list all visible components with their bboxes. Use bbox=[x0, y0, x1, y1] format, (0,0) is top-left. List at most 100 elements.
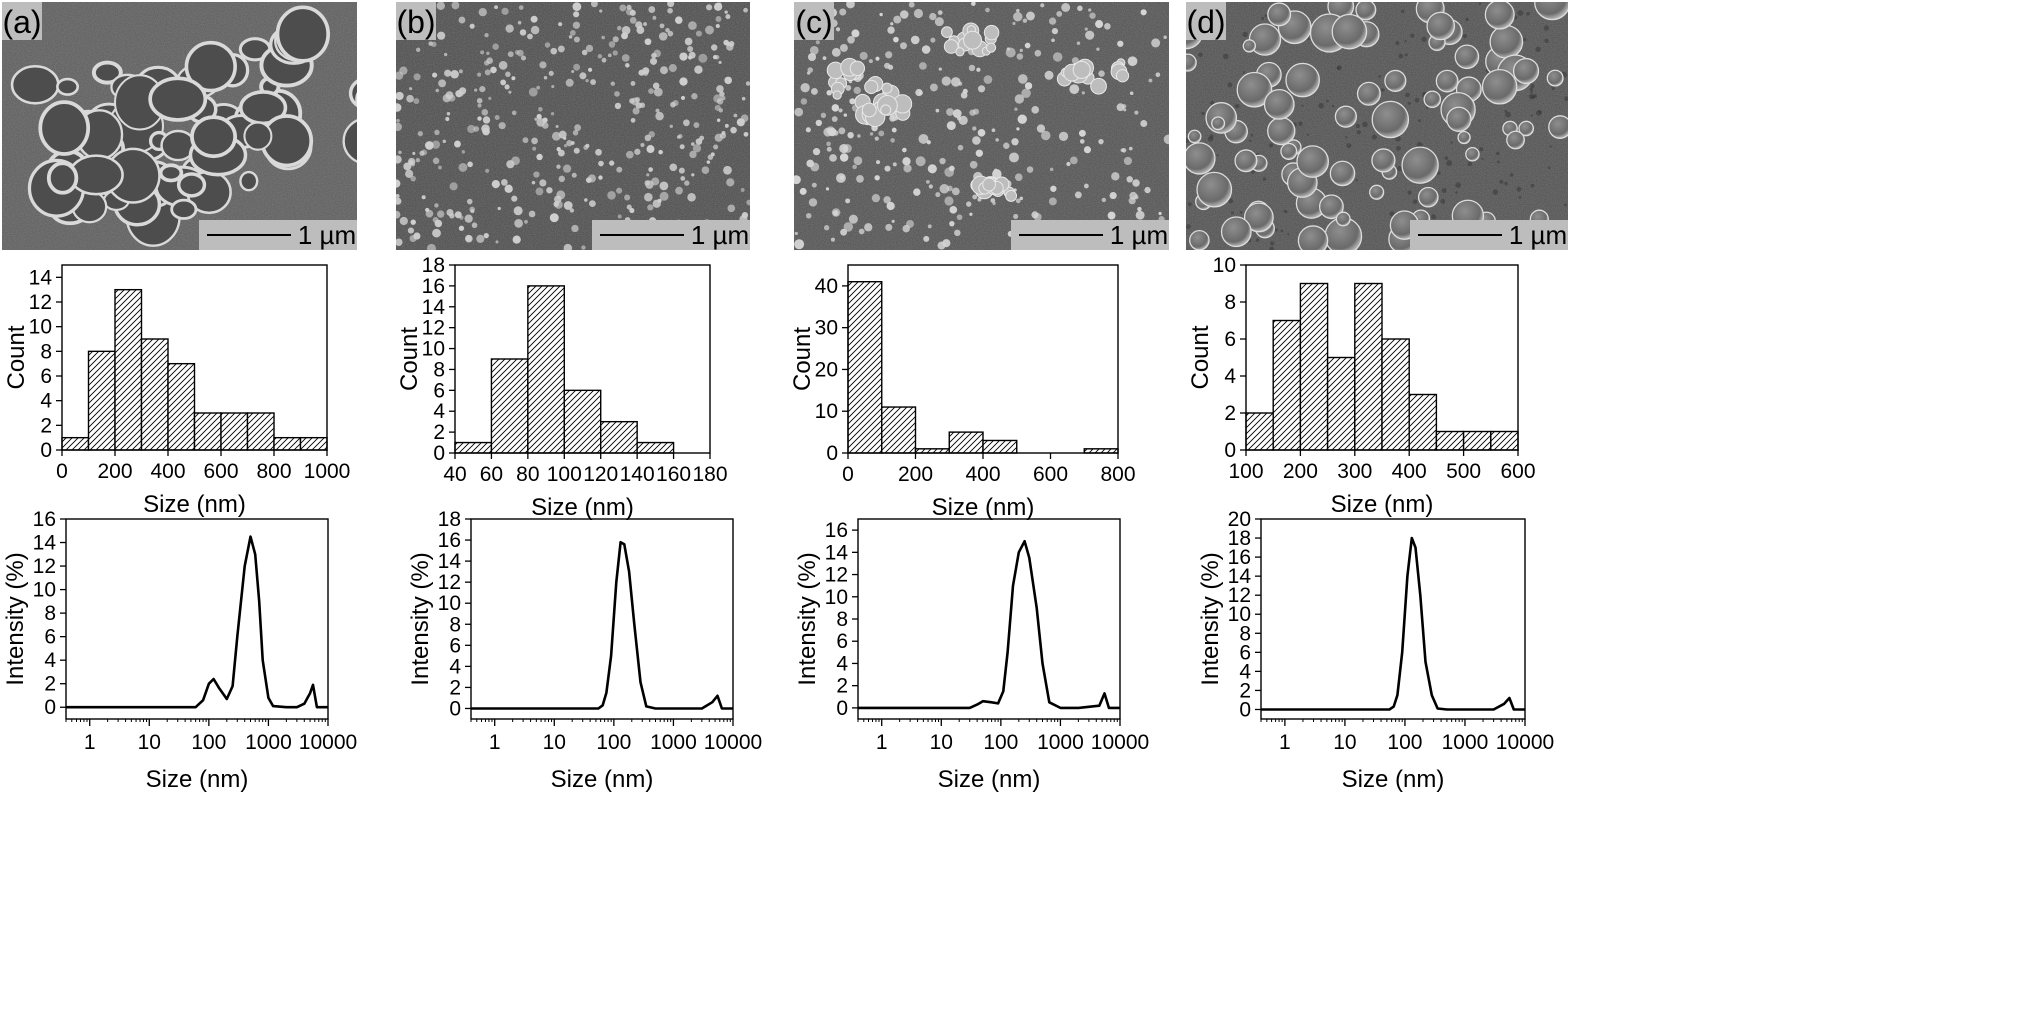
sem-grain bbox=[1526, 11, 1530, 16]
sem-particle bbox=[969, 109, 976, 116]
sem-particle bbox=[555, 124, 559, 128]
sem-particle bbox=[448, 94, 456, 102]
sem-particle bbox=[687, 193, 696, 202]
sem-particle bbox=[601, 57, 607, 63]
y-tick-label: 0 bbox=[826, 442, 838, 465]
sem-particle bbox=[1040, 3, 1045, 8]
sem-particle bbox=[902, 157, 911, 166]
sem-particle bbox=[926, 179, 930, 184]
sem-particle bbox=[612, 36, 619, 43]
sem-particle bbox=[471, 222, 478, 229]
sem-particle bbox=[421, 149, 428, 156]
sem-pore bbox=[148, 76, 208, 122]
histogram-bar bbox=[881, 406, 917, 454]
y-tick-label: 2 bbox=[1224, 402, 1236, 425]
sem-grain bbox=[1355, 178, 1358, 182]
sem-particle bbox=[815, 40, 820, 45]
sem-grain bbox=[1407, 101, 1411, 105]
sem-particle bbox=[669, 124, 673, 128]
sem-grain bbox=[1479, 147, 1484, 152]
sem-particle bbox=[643, 22, 648, 26]
sem-particle bbox=[839, 43, 848, 52]
sem-particle bbox=[501, 7, 509, 15]
sem-particle bbox=[659, 181, 669, 191]
panel-label: (c) bbox=[794, 2, 834, 40]
histogram-bar bbox=[563, 389, 602, 454]
sem-particle bbox=[1151, 38, 1161, 48]
sem-particle bbox=[727, 204, 736, 213]
y-tick-label: 14 bbox=[438, 550, 462, 573]
y-tick-label: 2 bbox=[836, 675, 848, 698]
x-axis-label: Size (nm) bbox=[932, 494, 1035, 521]
sem-particle bbox=[612, 50, 618, 56]
sem-grain bbox=[1509, 173, 1514, 177]
sem-particle bbox=[651, 52, 657, 59]
sem-particle bbox=[585, 79, 589, 83]
sem-disc bbox=[1435, 69, 1459, 93]
sem-particle bbox=[566, 140, 573, 147]
sem-particle bbox=[958, 81, 963, 86]
x-tick-label: 200 bbox=[97, 460, 132, 483]
sem-aggregate bbox=[832, 90, 842, 100]
sem-particle bbox=[431, 140, 441, 149]
y-axis-label: Intensity (%) bbox=[794, 552, 821, 685]
sem-particle bbox=[891, 219, 895, 223]
sem-particle bbox=[556, 147, 561, 152]
sem-particle bbox=[1048, 17, 1057, 25]
y-tick-label: 6 bbox=[449, 634, 461, 657]
sem-disc bbox=[1187, 129, 1202, 144]
sem-particle bbox=[918, 133, 929, 144]
sem-grain bbox=[1426, 106, 1429, 109]
sem-particle bbox=[684, 37, 693, 46]
y-tick-label: 8 bbox=[1239, 622, 1251, 645]
sem-particle bbox=[476, 97, 483, 104]
sem-particle bbox=[581, 245, 586, 250]
sem-particle bbox=[794, 107, 804, 117]
sem-particle bbox=[518, 5, 524, 10]
sem-particle bbox=[1140, 9, 1147, 16]
y-tick-label: 18 bbox=[422, 254, 445, 277]
sem-aggregate bbox=[943, 39, 959, 54]
sem-particle bbox=[421, 195, 426, 200]
sem-particle bbox=[483, 233, 489, 239]
sem-pore bbox=[176, 172, 207, 198]
sem-particle bbox=[1041, 130, 1051, 141]
sem-particle bbox=[644, 180, 650, 186]
sem-particle bbox=[438, 165, 442, 170]
sem-pore bbox=[355, 92, 357, 107]
panel-a: (a)1 µm0 200 400 600 800 100002468101214Size … bbox=[2, 2, 357, 793]
sem-particle bbox=[652, 82, 660, 90]
y-tick-label: 0 bbox=[44, 696, 56, 719]
sem-particle bbox=[713, 2, 723, 11]
sem-disc bbox=[1186, 142, 1216, 175]
sem-particle bbox=[1005, 47, 1016, 58]
y-tick-label: 30 bbox=[815, 317, 838, 340]
sem-particle bbox=[927, 224, 932, 229]
sem-particle bbox=[1101, 197, 1107, 203]
sem-grain bbox=[1264, 14, 1268, 18]
sem-pore bbox=[56, 77, 80, 96]
y-tick-label: 0 bbox=[1239, 698, 1251, 721]
sem-particle bbox=[724, 123, 729, 128]
sem-particle bbox=[687, 55, 693, 60]
sem-grain bbox=[1564, 96, 1568, 102]
sem-particle bbox=[1078, 129, 1086, 137]
panel-label-box bbox=[794, 2, 834, 40]
sem-aggregate bbox=[881, 82, 893, 94]
sem-particle bbox=[558, 22, 563, 27]
sem-particle bbox=[442, 139, 447, 144]
sem-particle bbox=[874, 136, 879, 141]
sem-particle bbox=[574, 124, 582, 132]
sem-particle bbox=[465, 235, 472, 241]
x-tick-label: 400 bbox=[965, 463, 1000, 486]
sem-disc bbox=[1481, 68, 1518, 105]
sem-grain bbox=[1223, 53, 1229, 60]
sem-particle bbox=[805, 212, 812, 219]
sem-grain bbox=[1455, 191, 1458, 194]
sem-disc bbox=[1285, 62, 1320, 98]
sem-particle bbox=[1012, 21, 1016, 26]
sem-particle bbox=[726, 178, 735, 187]
sem-grain bbox=[1362, 121, 1368, 128]
